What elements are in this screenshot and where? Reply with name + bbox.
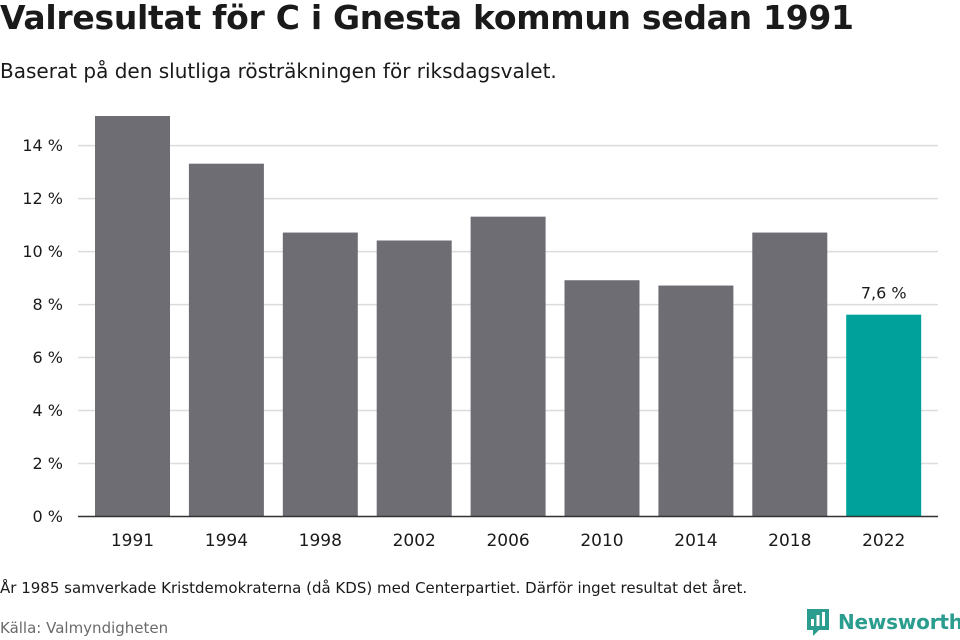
bars (95, 116, 922, 517)
y-tick-label: 12 % (22, 189, 63, 208)
y-tick-label: 2 % (33, 454, 63, 473)
x-tick-label: 2018 (768, 531, 811, 551)
source-credit: Källa: Valmyndigheten (0, 619, 169, 637)
bar (282, 232, 358, 517)
bar (188, 163, 264, 516)
chart-subtitle: Baserat på den slutliga rösträkningen fö… (0, 59, 557, 83)
chart-title: Valresultat för C i Gnesta kommun sedan … (0, 0, 854, 37)
brand-logo: Newsworthy (805, 607, 960, 637)
newsworthy-logo-icon (807, 609, 829, 636)
brand-name: Newsworthy (838, 610, 960, 634)
bar (95, 116, 170, 516)
x-tick-label: 1991 (111, 531, 154, 551)
x-tick-label: 1994 (205, 531, 248, 551)
x-tick-label: 2010 (580, 531, 623, 551)
y-tick-label: 6 % (33, 348, 63, 367)
x-tick-label: 2002 (393, 531, 436, 551)
y-tick-label: 8 % (33, 295, 63, 314)
bar (846, 314, 922, 516)
x-tick-label: 2006 (486, 531, 529, 551)
bar (752, 232, 828, 517)
bar (564, 280, 640, 516)
data-label: 7,6 % (861, 284, 907, 303)
x-tick-label: 1998 (299, 531, 342, 551)
bar-chart: 0 % 2 % 4 % 6 % 8 % 10 % 12 % 14 % 1991 1994 1998… (22, 116, 938, 551)
footnote: År 1985 samverkade Kristdemokraterna (då… (0, 579, 748, 597)
bar (470, 216, 546, 517)
x-axis-ticks: 1991 1994 1998 2002 2006 2010 2014 2018 2022 (111, 531, 905, 551)
y-tick-label: 0 % (33, 507, 63, 526)
bar (658, 285, 734, 516)
y-tick-label: 14 % (22, 136, 63, 155)
data-labels: 7,6 % (861, 284, 907, 303)
x-tick-label: 2014 (674, 531, 717, 551)
x-tick-label: 2022 (862, 531, 905, 551)
bar (376, 240, 452, 517)
y-axis-ticks: 0 % 2 % 4 % 6 % 8 % 10 % 12 % 14 % (22, 136, 63, 526)
y-tick-label: 4 % (33, 401, 63, 420)
y-tick-label: 10 % (22, 242, 63, 261)
